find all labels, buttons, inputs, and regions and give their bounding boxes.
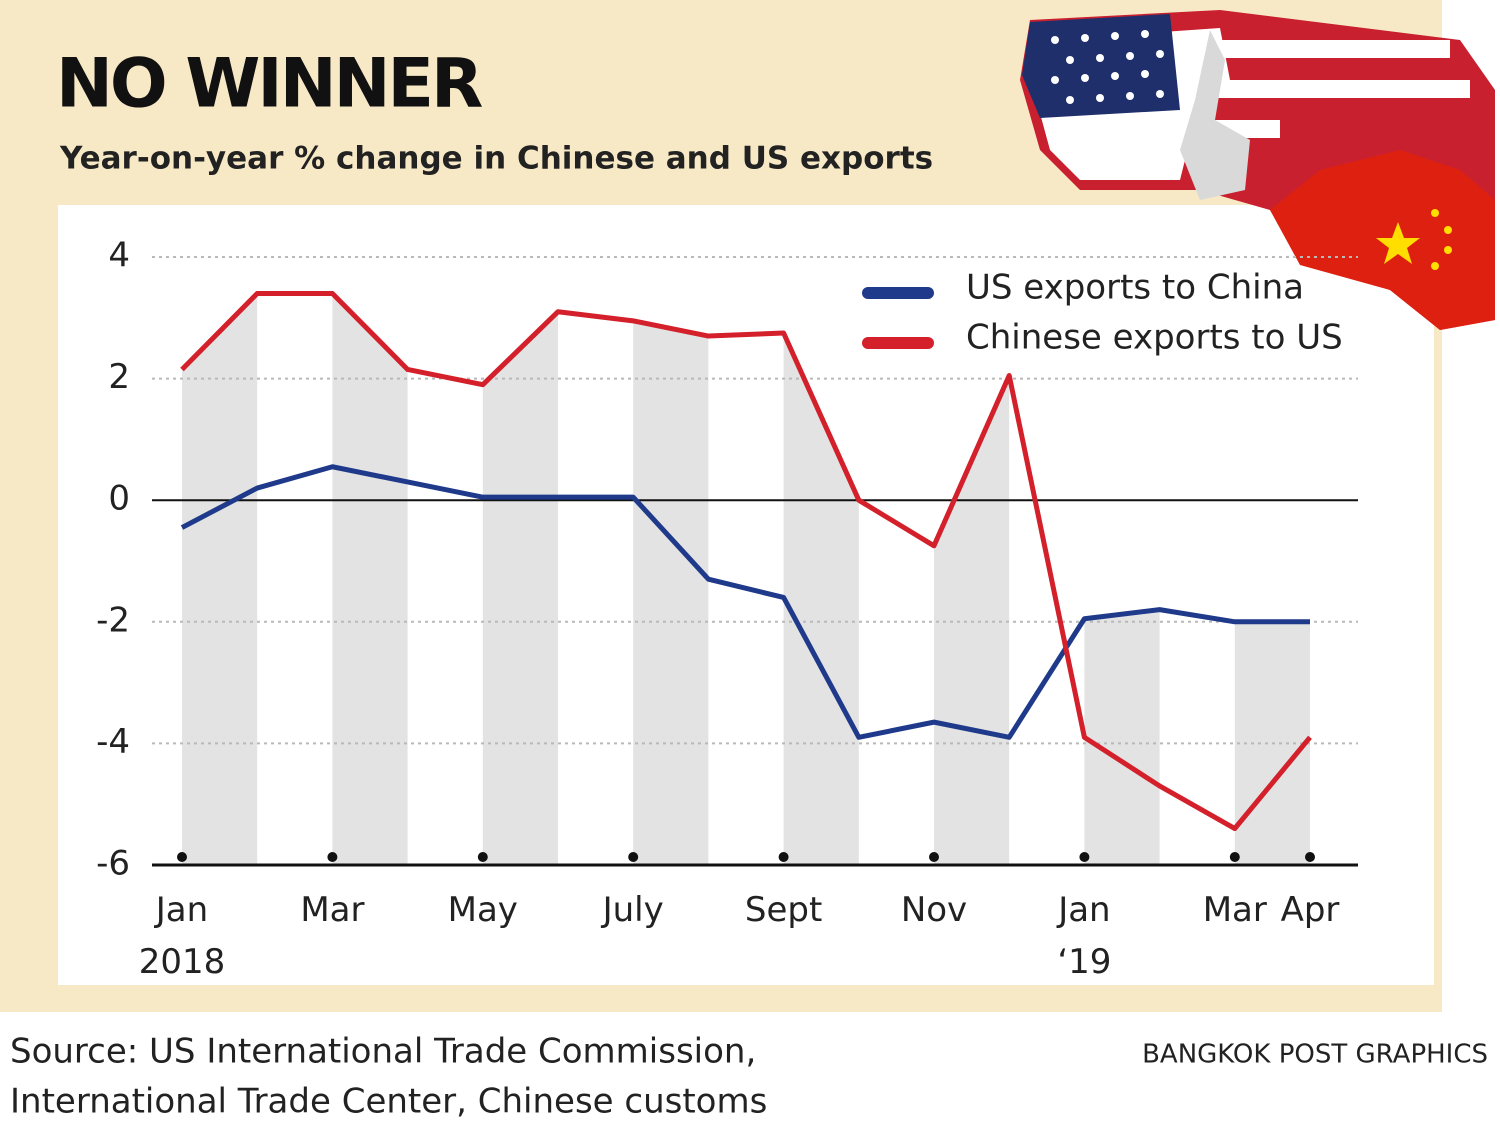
source-line: International Trade Center, Chinese cust…: [10, 1082, 767, 1121]
legend-label: US exports to China: [966, 268, 1304, 308]
series-line: [180, 464, 1310, 740]
y-tick-label: -2: [96, 600, 130, 640]
band: [182, 293, 258, 866]
x-tick-label: Sept: [745, 890, 822, 930]
y-tick-label: -6: [96, 844, 130, 884]
x-tick-label: Jan ‘19: [1056, 890, 1111, 982]
band: [783, 333, 859, 865]
source-line: Source: US International Trade Commissio…: [10, 1032, 756, 1072]
y-tick-label: 2: [108, 357, 130, 397]
chart-subtitle: Year-on-year % change in Chinese and US …: [59, 141, 933, 177]
plot: -6 -4 -2 0 2 4 Jan 2018 Mar May July Sept Nov Jan ‘19 M…: [96, 236, 1358, 982]
chart-title: NO WINNER: [56, 45, 482, 124]
x-tick-dot: [1079, 852, 1090, 862]
y-tick-label: -4: [96, 722, 130, 762]
y-tick-label: 4: [108, 236, 130, 276]
band: [1084, 609, 1160, 865]
band: [633, 320, 709, 866]
x-tick-dot: [1305, 852, 1315, 862]
x-tick-label: Jan 2018: [139, 890, 226, 982]
band: [332, 293, 408, 866]
x-tick-dot: [778, 852, 789, 862]
x-tick-label: Mar: [1203, 890, 1267, 930]
x-tick-label: Apr: [1281, 890, 1340, 930]
legend-label: Chinese exports to US: [966, 318, 1343, 358]
x-tick-dot: [177, 852, 187, 862]
x-tick-dot: [477, 852, 488, 862]
x-tick-dot: [929, 852, 939, 862]
credit: BANGKOK POST GRAPHICS: [1142, 1040, 1488, 1070]
x-tick-dot: [628, 852, 639, 862]
x-tick-dot: [327, 852, 338, 862]
bands: [182, 293, 1310, 866]
band: [482, 311, 558, 866]
y-tick-label: 0: [108, 479, 130, 519]
series-line: [180, 290, 1312, 832]
x-tick-label: Mar: [300, 890, 364, 930]
flag-decoration: [1020, 10, 1495, 330]
x-tick-label: July: [601, 890, 664, 930]
x-tick-dot: [1229, 852, 1240, 862]
x-tick-label: May: [448, 890, 518, 930]
x-tick-label: Nov: [901, 890, 967, 930]
